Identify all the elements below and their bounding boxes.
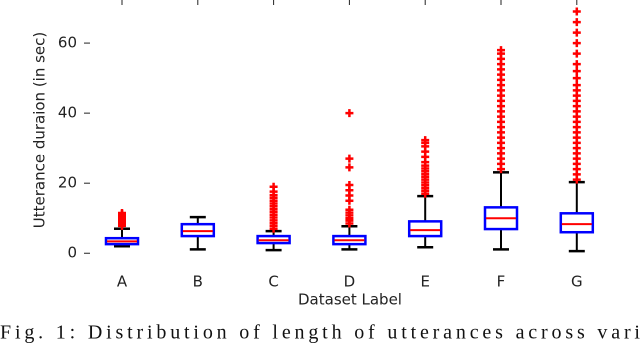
x-tick-label: A	[117, 273, 128, 291]
outlier	[572, 28, 581, 37]
outlier	[497, 46, 505, 55]
caption: Fig. 1: Distribution of length of uttera…	[0, 322, 640, 344]
outlier	[572, 39, 581, 48]
x-tick-label: B	[193, 273, 203, 291]
outlier	[269, 182, 278, 191]
y-tick-label: 40	[58, 104, 77, 122]
outlier	[572, 81, 581, 90]
outlier	[345, 180, 354, 189]
x-tick-label: D	[344, 273, 356, 291]
box	[559, 212, 595, 234]
outlier	[572, 49, 581, 58]
outlier	[421, 136, 430, 145]
x-tick-label: G	[571, 273, 583, 291]
outlier	[572, 67, 581, 76]
y-tick-label: 0	[67, 244, 77, 262]
outlier	[345, 154, 354, 163]
box	[180, 222, 216, 238]
x-tick-label: E	[420, 273, 429, 291]
outlier	[572, 7, 581, 16]
y-tick-label: 20	[58, 174, 77, 192]
y-tick-label: 60	[58, 34, 77, 52]
outlier	[345, 163, 354, 172]
outlier	[118, 208, 126, 217]
y-axis-label: Utterance duraion (in sec)	[31, 32, 49, 229]
outlier	[345, 109, 354, 118]
outlier	[572, 74, 581, 83]
x-tick-label: C	[268, 273, 278, 291]
x-axis-label: Dataset Label	[298, 291, 402, 309]
x-tick-label: F	[497, 273, 506, 291]
outlier	[345, 205, 354, 214]
box	[407, 220, 443, 238]
outlier	[572, 18, 581, 27]
outlier	[572, 60, 581, 69]
